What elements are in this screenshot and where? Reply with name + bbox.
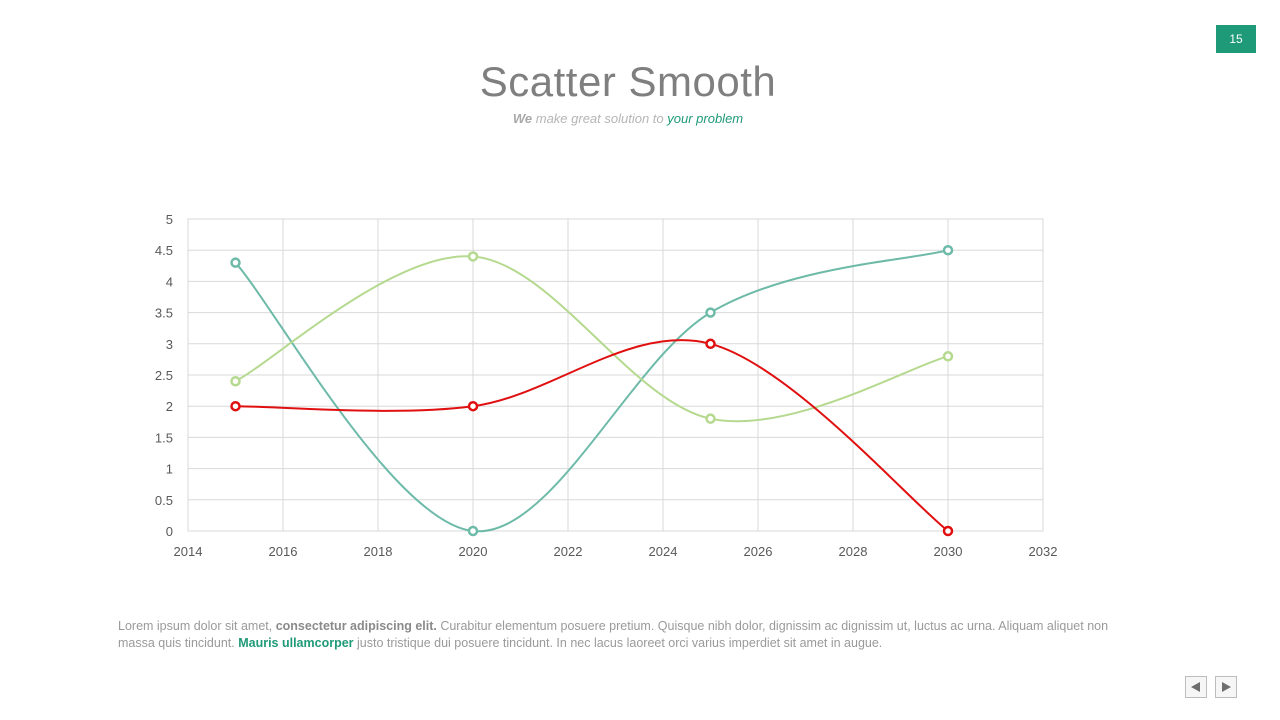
- body-text-part-1: Lorem ipsum dolor sit amet,: [118, 619, 276, 633]
- y-tick-label: 4: [166, 274, 173, 289]
- x-tick-label: 2026: [744, 544, 773, 559]
- x-tick-label: 2030: [934, 544, 963, 559]
- x-tick-label: 2018: [364, 544, 393, 559]
- y-tick-label: 1.5: [155, 430, 173, 445]
- series-3-point: [942, 525, 954, 537]
- series-1-line: [234, 249, 949, 533]
- y-tick-label: 5: [166, 212, 173, 227]
- body-text: Lorem ipsum dolor sit amet, consectetur …: [118, 618, 1128, 652]
- page-title: Scatter Smooth: [479, 58, 777, 105]
- y-tick-label: 1: [166, 462, 173, 477]
- subtitle-we: We: [512, 111, 533, 126]
- series-2-point: [705, 413, 716, 424]
- series-1-point: [230, 257, 241, 268]
- series-3-point: [230, 400, 241, 412]
- body-text-accent: Mauris ullamcorper: [238, 636, 354, 650]
- series-3-point: [467, 400, 479, 412]
- y-tick-label: 4.5: [155, 243, 173, 258]
- x-tick-label: 2016: [269, 544, 298, 559]
- series-1-point: [467, 525, 479, 537]
- x-tick-label: 2024: [649, 544, 678, 559]
- x-tick-label: 2020: [459, 544, 488, 559]
- x-tick-label: 2014: [174, 544, 203, 559]
- series-2-line: [235, 255, 949, 423]
- x-tick-label: 2022: [554, 544, 583, 559]
- body-text-part-2: Curabitur elementum posuere pretium. Qui…: [118, 619, 1109, 650]
- y-tick-label: 3.5: [155, 306, 173, 321]
- y-tick-label: 3: [166, 337, 173, 352]
- series-3-point: [705, 338, 716, 350]
- series-2-point: [230, 375, 241, 387]
- series-1-point: [942, 244, 954, 256]
- y-tick-label: 0: [166, 524, 173, 539]
- triangle-left-icon: [1191, 682, 1200, 692]
- x-tick-label: 2028: [839, 544, 868, 559]
- series-1-point: [705, 307, 716, 318]
- y-tick-label: 2: [166, 399, 173, 414]
- subtitle-accent: your problem: [667, 111, 744, 126]
- page-subtitle: We make great solution to your problem: [0, 111, 1256, 126]
- next-slide-button[interactable]: [1215, 676, 1237, 698]
- prev-slide-button[interactable]: [1185, 676, 1207, 698]
- x-tick-label: 2032: [1029, 544, 1058, 559]
- series-2-point: [467, 251, 479, 262]
- body-text-bold: consectetur adipiscing elit.: [275, 619, 437, 633]
- page-number-badge: 15: [1216, 25, 1256, 53]
- y-tick-label: 2.5: [155, 368, 173, 383]
- series-3-line: [235, 339, 949, 532]
- subtitle-text: make great solution to: [532, 111, 668, 126]
- y-tick-label: 0.5: [155, 493, 173, 508]
- triangle-right-icon: [1222, 682, 1231, 692]
- body-text-part-3: justo tristique dui posuere tincidunt. I…: [353, 636, 883, 650]
- series-2-point: [942, 351, 954, 362]
